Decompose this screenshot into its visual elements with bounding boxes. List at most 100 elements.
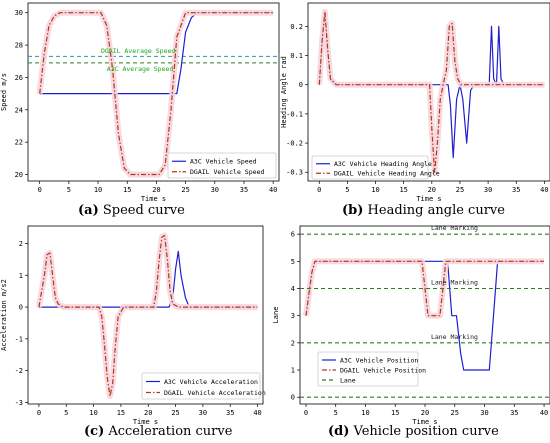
y-axis-label: Speed m/s <box>0 73 8 111</box>
x-tick-label: 0 <box>38 186 42 194</box>
x-tick-label: 25 <box>451 409 459 417</box>
legend-box <box>317 351 419 387</box>
legend-label: A3C Vehicle Speed <box>190 158 257 166</box>
x-axis-label: Time s <box>412 418 437 426</box>
caption-b: (b) Heading angle curve <box>342 203 505 218</box>
y-tick-label: -2 <box>15 367 23 375</box>
x-tick-label: 10 <box>94 186 102 194</box>
y-tick-label: 0.2 <box>290 23 303 31</box>
x-tick-label: 25 <box>181 186 189 194</box>
series-line <box>38 234 258 397</box>
annotation-label: A3C Average Speed <box>107 65 174 73</box>
y-tick-label: -1 <box>15 335 23 343</box>
y-tick-label: 30 <box>15 9 23 17</box>
legend-label: DGAIL Vehicle Speed <box>190 168 264 176</box>
legend-label: DGAIL Vehicle Acceleration <box>164 389 266 397</box>
plot-area <box>35 232 258 400</box>
y-tick-label: -0.2 <box>286 140 303 148</box>
legend-label: A3C Vehicle Position <box>340 356 418 364</box>
series-line <box>39 12 274 176</box>
legend-box <box>311 155 429 180</box>
x-tick-label: 40 <box>269 186 277 194</box>
annotation-label: DGAIL Average Speed <box>101 47 175 55</box>
x-axis-label: Time s <box>416 195 441 203</box>
y-axis-label: Acceleration m/s2 <box>0 279 8 351</box>
y-tick-label: 4 <box>291 285 295 293</box>
annotation-label: Lane Marking <box>431 333 478 341</box>
x-tick-label: 5 <box>67 186 71 194</box>
series-line <box>318 11 545 173</box>
x-tick-label: 5 <box>345 186 349 194</box>
plot-frame <box>27 2 280 182</box>
x-tick-label: 25 <box>171 409 179 417</box>
y-tick-label: 0 <box>291 394 295 402</box>
y-tick-label: 20 <box>15 171 23 179</box>
x-tick-label: 40 <box>540 186 548 194</box>
caption-a: (a) Speed curve <box>78 203 185 218</box>
chart-panel-1: 0 5 10 15 20 25 30 35 40 20 22 24 26 28 30 Time s Speed … <box>0 2 280 203</box>
y-tick-label: -0.3 <box>286 169 303 177</box>
y-tick-label: -0.1 <box>286 110 303 118</box>
x-tick-label: 20 <box>421 409 429 417</box>
plot-area: Lane Marking Lane Marking Lane Marking <box>300 224 550 398</box>
caption-c: (c) Acceleration curve <box>84 424 233 439</box>
x-tick-label: 30 <box>211 186 219 194</box>
y-tick-label: 3 <box>291 312 295 320</box>
x-tick-label: 5 <box>64 409 68 417</box>
legend-box <box>141 372 261 400</box>
x-tick-label: 0 <box>37 409 41 417</box>
legend-box <box>167 152 277 179</box>
y-tick-label: 2 <box>19 240 23 248</box>
x-tick-label: 15 <box>117 409 125 417</box>
x-tick-label: 20 <box>428 186 436 194</box>
x-tick-label: 0 <box>317 186 321 194</box>
legend-label: A3C Vehicle Heading Angle <box>334 160 432 168</box>
x-tick-label: 35 <box>226 409 234 417</box>
y-tick-label: 0 <box>299 81 303 89</box>
y-tick-label: 24 <box>15 106 23 114</box>
y-tick-label: 6 <box>291 231 295 239</box>
x-tick-label: 20 <box>144 409 152 417</box>
x-tick-label: 30 <box>484 186 492 194</box>
y-axis-label: Lane <box>272 307 280 324</box>
chart-panel-3: 0 5 10 15 20 25 30 35 40 -3 -2 -1 0 1 2 Time s Accelerat… <box>0 225 266 426</box>
y-tick-label: 5 <box>291 258 295 266</box>
caption-d: (d) Vehicle position curve <box>328 424 499 439</box>
y-tick-label: 0 <box>19 304 23 312</box>
chart-panel-2: 0 5 10 15 20 25 30 35 40 -0.3 -0.2 -0.1 0 0.1 0.2 Time … <box>280 2 550 203</box>
x-tick-label: 10 <box>361 409 369 417</box>
x-tick-label: 30 <box>480 409 488 417</box>
plot-area: DGAIL Average Speed A3C Average Speed <box>28 9 279 178</box>
x-tick-label: 30 <box>199 409 207 417</box>
x-tick-label: 40 <box>253 409 261 417</box>
x-tick-label: 35 <box>240 186 248 194</box>
y-tick-label: 26 <box>15 74 23 82</box>
y-tick-label: 1 <box>291 367 295 375</box>
legend-label: A3C Vehicle Acceleration <box>164 378 258 386</box>
x-tick-label: 25 <box>456 186 464 194</box>
y-tick-label: 22 <box>15 139 23 147</box>
x-tick-label: 35 <box>510 409 518 417</box>
x-tick-label: 40 <box>540 409 548 417</box>
x-tick-label: 10 <box>371 186 379 194</box>
x-axis-label: Time s <box>141 195 166 203</box>
annotation-label: Lane Marking <box>431 278 478 286</box>
y-axis-label: Heading Angle rad <box>280 56 288 128</box>
y-tick-label: 0.1 <box>290 52 303 60</box>
x-tick-label: 35 <box>512 186 520 194</box>
y-tick-label: 1 <box>19 272 23 280</box>
x-tick-label: 15 <box>123 186 131 194</box>
x-tick-label: 15 <box>399 186 407 194</box>
x-axis-label: Time s <box>133 418 158 426</box>
legend-label: Lane <box>340 376 356 384</box>
annotation-label: Lane Marking <box>431 224 478 232</box>
legend-label: DGAIL Vehicle Heading Angle <box>334 170 440 178</box>
plot-area <box>316 8 545 176</box>
series-line <box>305 260 544 317</box>
x-tick-label: 15 <box>391 409 399 417</box>
legend-label: DGAIL Vehicle Position <box>340 366 426 374</box>
x-tick-label: 10 <box>89 409 97 417</box>
x-tick-label: 5 <box>334 409 338 417</box>
